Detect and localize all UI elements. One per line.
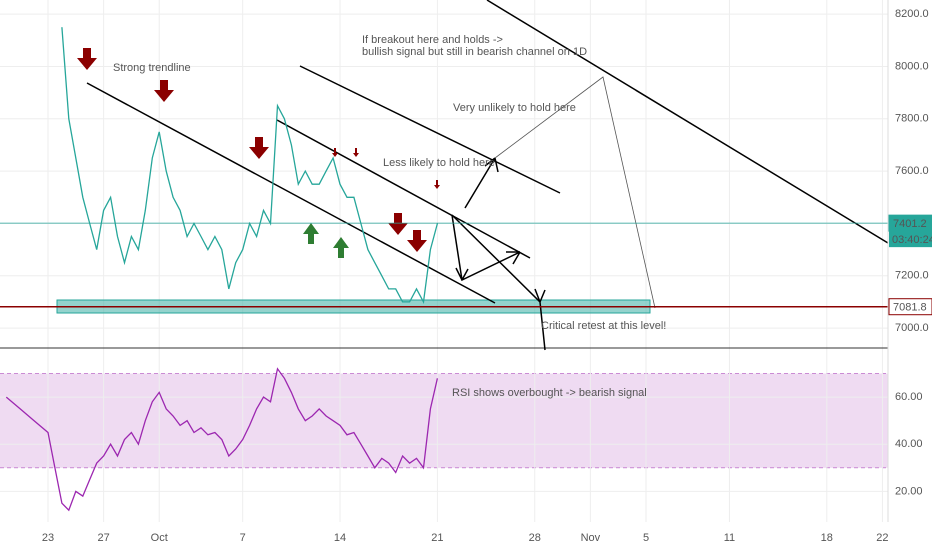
annotation: If breakout here and holds -> — [362, 34, 503, 46]
annotation: Less likely to hold here — [383, 157, 495, 169]
y-tick-label: 7600.0 — [895, 165, 929, 177]
x-tick-label: 18 — [821, 532, 833, 544]
y-tick-label: 40.00 — [895, 438, 923, 450]
trendlines — [0, 0, 889, 351]
annotation: Critical retest at this level! — [541, 320, 666, 332]
y-tick-label: 7800.0 — [895, 113, 929, 125]
x-tick-label: 27 — [97, 532, 109, 544]
y-tick-label: 8000.0 — [895, 60, 929, 72]
y-tick-label: 7200.0 — [895, 270, 929, 282]
x-tick-label: 7 — [240, 532, 246, 544]
annotation: Strong trendline — [113, 62, 191, 74]
rsi-band — [0, 373, 888, 468]
countdown: 03:40:24 — [892, 234, 932, 246]
y-tick-label: 7000.0 — [895, 322, 929, 334]
x-tick-label: 11 — [724, 532, 735, 544]
y-tick-label: 8200.0 — [895, 8, 929, 20]
series-line — [5, 367, 439, 512]
x-tick-label: 22 — [876, 532, 888, 544]
x-tick-label: Oct — [151, 532, 168, 544]
price-label-box — [888, 298, 932, 316]
countdown-box — [889, 231, 932, 248]
x-tick-label: 23 — [42, 532, 54, 544]
plot — [0, 27, 888, 512]
x-tick-label: 28 — [529, 532, 541, 544]
x-tick-label: Nov — [581, 532, 601, 544]
x-tick-label: 5 — [643, 532, 649, 544]
arrow-icons — [77, 48, 440, 258]
y-tick-label: 60.00 — [895, 391, 923, 403]
y-tick-label: 20.00 — [895, 485, 923, 497]
grid — [0, 0, 888, 522]
price-label: 7081.8 — [893, 302, 927, 314]
annotation: Very unlikely to hold here — [453, 102, 576, 114]
annotation: RSI shows overbought -> bearish signal — [452, 387, 647, 399]
price-label: 7401.2 — [893, 218, 927, 230]
x-tick-label: 14 — [334, 532, 346, 544]
x-tick-label: 21 — [431, 532, 443, 544]
annotation: bullish signal but still in bearish chan… — [362, 46, 587, 58]
